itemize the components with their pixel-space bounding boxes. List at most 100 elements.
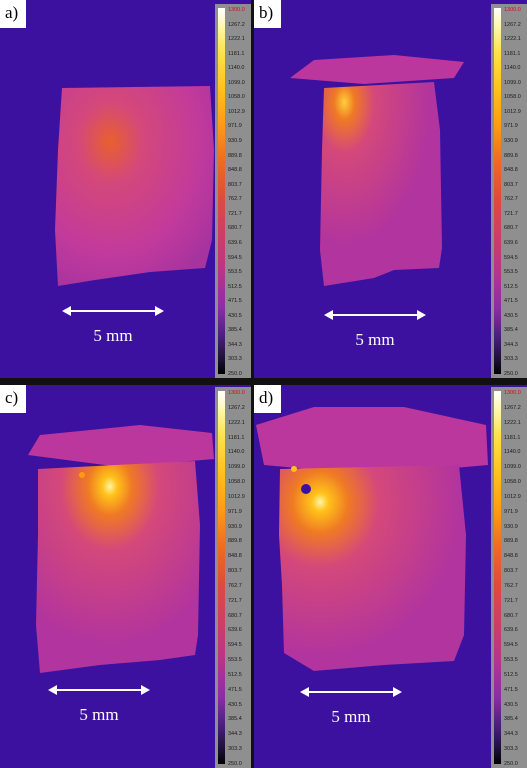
double-arrow-icon — [324, 310, 426, 320]
scale-text-d: 5 mm — [331, 707, 371, 726]
colorbar-tick-label: 594.5 — [228, 254, 242, 261]
thermal-image-a — [55, 86, 214, 286]
double-arrow-icon — [300, 687, 402, 697]
panel-label-d: d) — [254, 385, 282, 413]
colorbar-tick-label: 803.7 — [504, 568, 518, 575]
panel-d: d) 5 mm 1300.0 1267.2 1222.1 1181.1 1140.0 10… — [254, 385, 527, 768]
colorbar-tick-label: 430.5 — [504, 701, 518, 708]
colorbar-tick-label: 1267.2 — [504, 21, 521, 28]
colorbar-tick-label: 639.6 — [228, 627, 242, 634]
colorbar-tick-label: 930.9 — [504, 523, 518, 530]
colorbar-tick-label: 1300.0 — [228, 7, 245, 13]
colorbar-tick-label: 1140.0 — [504, 449, 521, 456]
colorbar-tick-label: 1181.1 — [504, 50, 521, 57]
colorbar-tick-label: 680.7 — [504, 612, 518, 619]
colorbar-tick-label: 680.7 — [504, 225, 518, 232]
colorbar-tick-label: 1267.2 — [228, 404, 245, 411]
colorbar-tick-label: 344.3 — [228, 731, 242, 738]
colorbar-tick-label: 385.4 — [504, 327, 518, 334]
sample-body-b — [320, 82, 442, 286]
colorbar-tick-label: 1267.2 — [504, 404, 521, 411]
colorbar-tick-label: 1300.0 — [504, 7, 521, 13]
colorbar-tick-label: 553.5 — [504, 269, 518, 276]
colorbar-tick-label: 344.3 — [504, 341, 518, 348]
colorbar-tick-label: 1222.1 — [228, 419, 245, 426]
colorbar-tick-label: 512.5 — [504, 671, 518, 678]
colorbar-tick-label: 803.7 — [504, 181, 518, 188]
colorbar-tick-label: 848.8 — [228, 553, 242, 560]
hot-spot-small-d — [291, 466, 297, 472]
colorbar-tick-label: 512.5 — [228, 283, 242, 290]
colorbar-ticks: 1300.0 1267.2 1222.1 1181.1 1140.0 1099.0 1058… — [228, 387, 251, 768]
colorbar-gradient — [494, 391, 501, 764]
colorbar-tick-label: 250.0 — [504, 371, 518, 377]
colorbar-ticks: 1300.0 1267.2 1222.1 1181.1 1140.0 1099.0 1058… — [504, 4, 527, 378]
colorbar-tick-label: 430.5 — [228, 312, 242, 319]
colorbar-tick-label: 721.7 — [228, 597, 242, 604]
colorbar-tick-label: 803.7 — [228, 568, 242, 575]
colorbar-tick-label: 1099.0 — [504, 79, 521, 86]
colorbar-tick-label: 762.7 — [228, 582, 242, 589]
colorbar-tick-label: 971.9 — [504, 123, 518, 130]
colorbar-tick-label: 762.7 — [504, 582, 518, 589]
colorbar-tick-label: 721.7 — [504, 597, 518, 604]
colorbar-b: 1300.0 1267.2 1222.1 1181.1 1140.0 1099.0 1058… — [491, 4, 527, 378]
colorbar-tick-label: 848.8 — [504, 167, 518, 174]
colorbar-tick-label: 250.0 — [504, 761, 518, 767]
colorbar-tick-label: 930.9 — [504, 138, 518, 145]
colorbar-tick-label: 471.5 — [228, 686, 242, 693]
colorbar-tick-label: 889.8 — [228, 152, 242, 159]
colorbar-tick-label: 1140.0 — [228, 449, 245, 456]
colorbar-tick-label: 721.7 — [228, 210, 242, 217]
sample-body-a — [55, 86, 214, 286]
colorbar-tick-label: 303.3 — [504, 746, 518, 753]
colorbar-tick-label: 1099.0 — [504, 464, 521, 471]
colorbar-tick-label: 1012.9 — [228, 108, 245, 115]
colorbar-tick-label: 930.9 — [228, 138, 242, 145]
colorbar-tick-label: 1300.0 — [228, 390, 245, 396]
thermal-image-b — [290, 55, 464, 286]
sample-body-c — [36, 461, 200, 673]
scale-bar-a: 5 mm — [62, 302, 164, 346]
colorbar-tick-label: 639.6 — [504, 627, 518, 634]
colorbar-tick-label: 1012.9 — [228, 493, 245, 500]
colorbar-tick-label: 553.5 — [504, 657, 518, 664]
colorbar-gradient — [218, 8, 225, 374]
colorbar-tick-label: 1267.2 — [228, 21, 245, 28]
colorbar-tick-label: 639.6 — [504, 239, 518, 246]
sample-cap-d — [256, 407, 488, 475]
colorbar-tick-label: 1181.1 — [504, 434, 521, 441]
colorbar-tick-label: 471.5 — [504, 686, 518, 693]
colorbar-tick-label: 385.4 — [228, 327, 242, 334]
colorbar-tick-label: 430.5 — [504, 312, 518, 319]
hot-spot-c — [79, 472, 85, 478]
colorbar-tick-label: 639.6 — [228, 239, 242, 246]
colorbar-tick-label: 344.3 — [228, 341, 242, 348]
sample-cap-b — [290, 55, 464, 84]
colorbar-tick-label: 553.5 — [228, 657, 242, 664]
colorbar-tick-label: 250.0 — [228, 761, 242, 767]
colorbar-tick-label: 1012.9 — [504, 108, 521, 115]
sample-cap-c — [28, 425, 214, 467]
colorbar-tick-label: 344.3 — [504, 731, 518, 738]
scale-bar-d: 5 mm — [300, 683, 402, 727]
scale-bar-b: 5 mm — [324, 306, 426, 350]
colorbar-tick-label: 1140.0 — [504, 65, 521, 72]
colorbar-tick-label: 1222.1 — [504, 36, 521, 43]
colorbar-tick-label: 721.7 — [504, 210, 518, 217]
colorbar-tick-label: 848.8 — [228, 167, 242, 174]
scale-text-c: 5 mm — [79, 705, 119, 724]
colorbar-gradient — [494, 8, 501, 374]
colorbar-tick-label: 471.5 — [504, 298, 518, 305]
colorbar-tick-label: 303.3 — [504, 356, 518, 363]
colorbar-a: 1300.0 1267.2 1222.1 1181.1 1140.0 1099.0 1058… — [215, 4, 251, 378]
panel-label-b: b) — [254, 0, 282, 28]
thermal-image-d — [256, 407, 488, 671]
colorbar-tick-label: 1058.0 — [228, 479, 245, 486]
colorbar-tick-label: 889.8 — [504, 152, 518, 159]
colorbar-tick-label: 1300.0 — [504, 390, 521, 396]
colorbar-tick-label: 471.5 — [228, 298, 242, 305]
colorbar-ticks: 1300.0 1267.2 1222.1 1181.1 1140.0 1099.0 1058… — [504, 387, 527, 768]
colorbar-tick-label: 1058.0 — [504, 479, 521, 486]
colorbar-tick-label: 1222.1 — [504, 419, 521, 426]
